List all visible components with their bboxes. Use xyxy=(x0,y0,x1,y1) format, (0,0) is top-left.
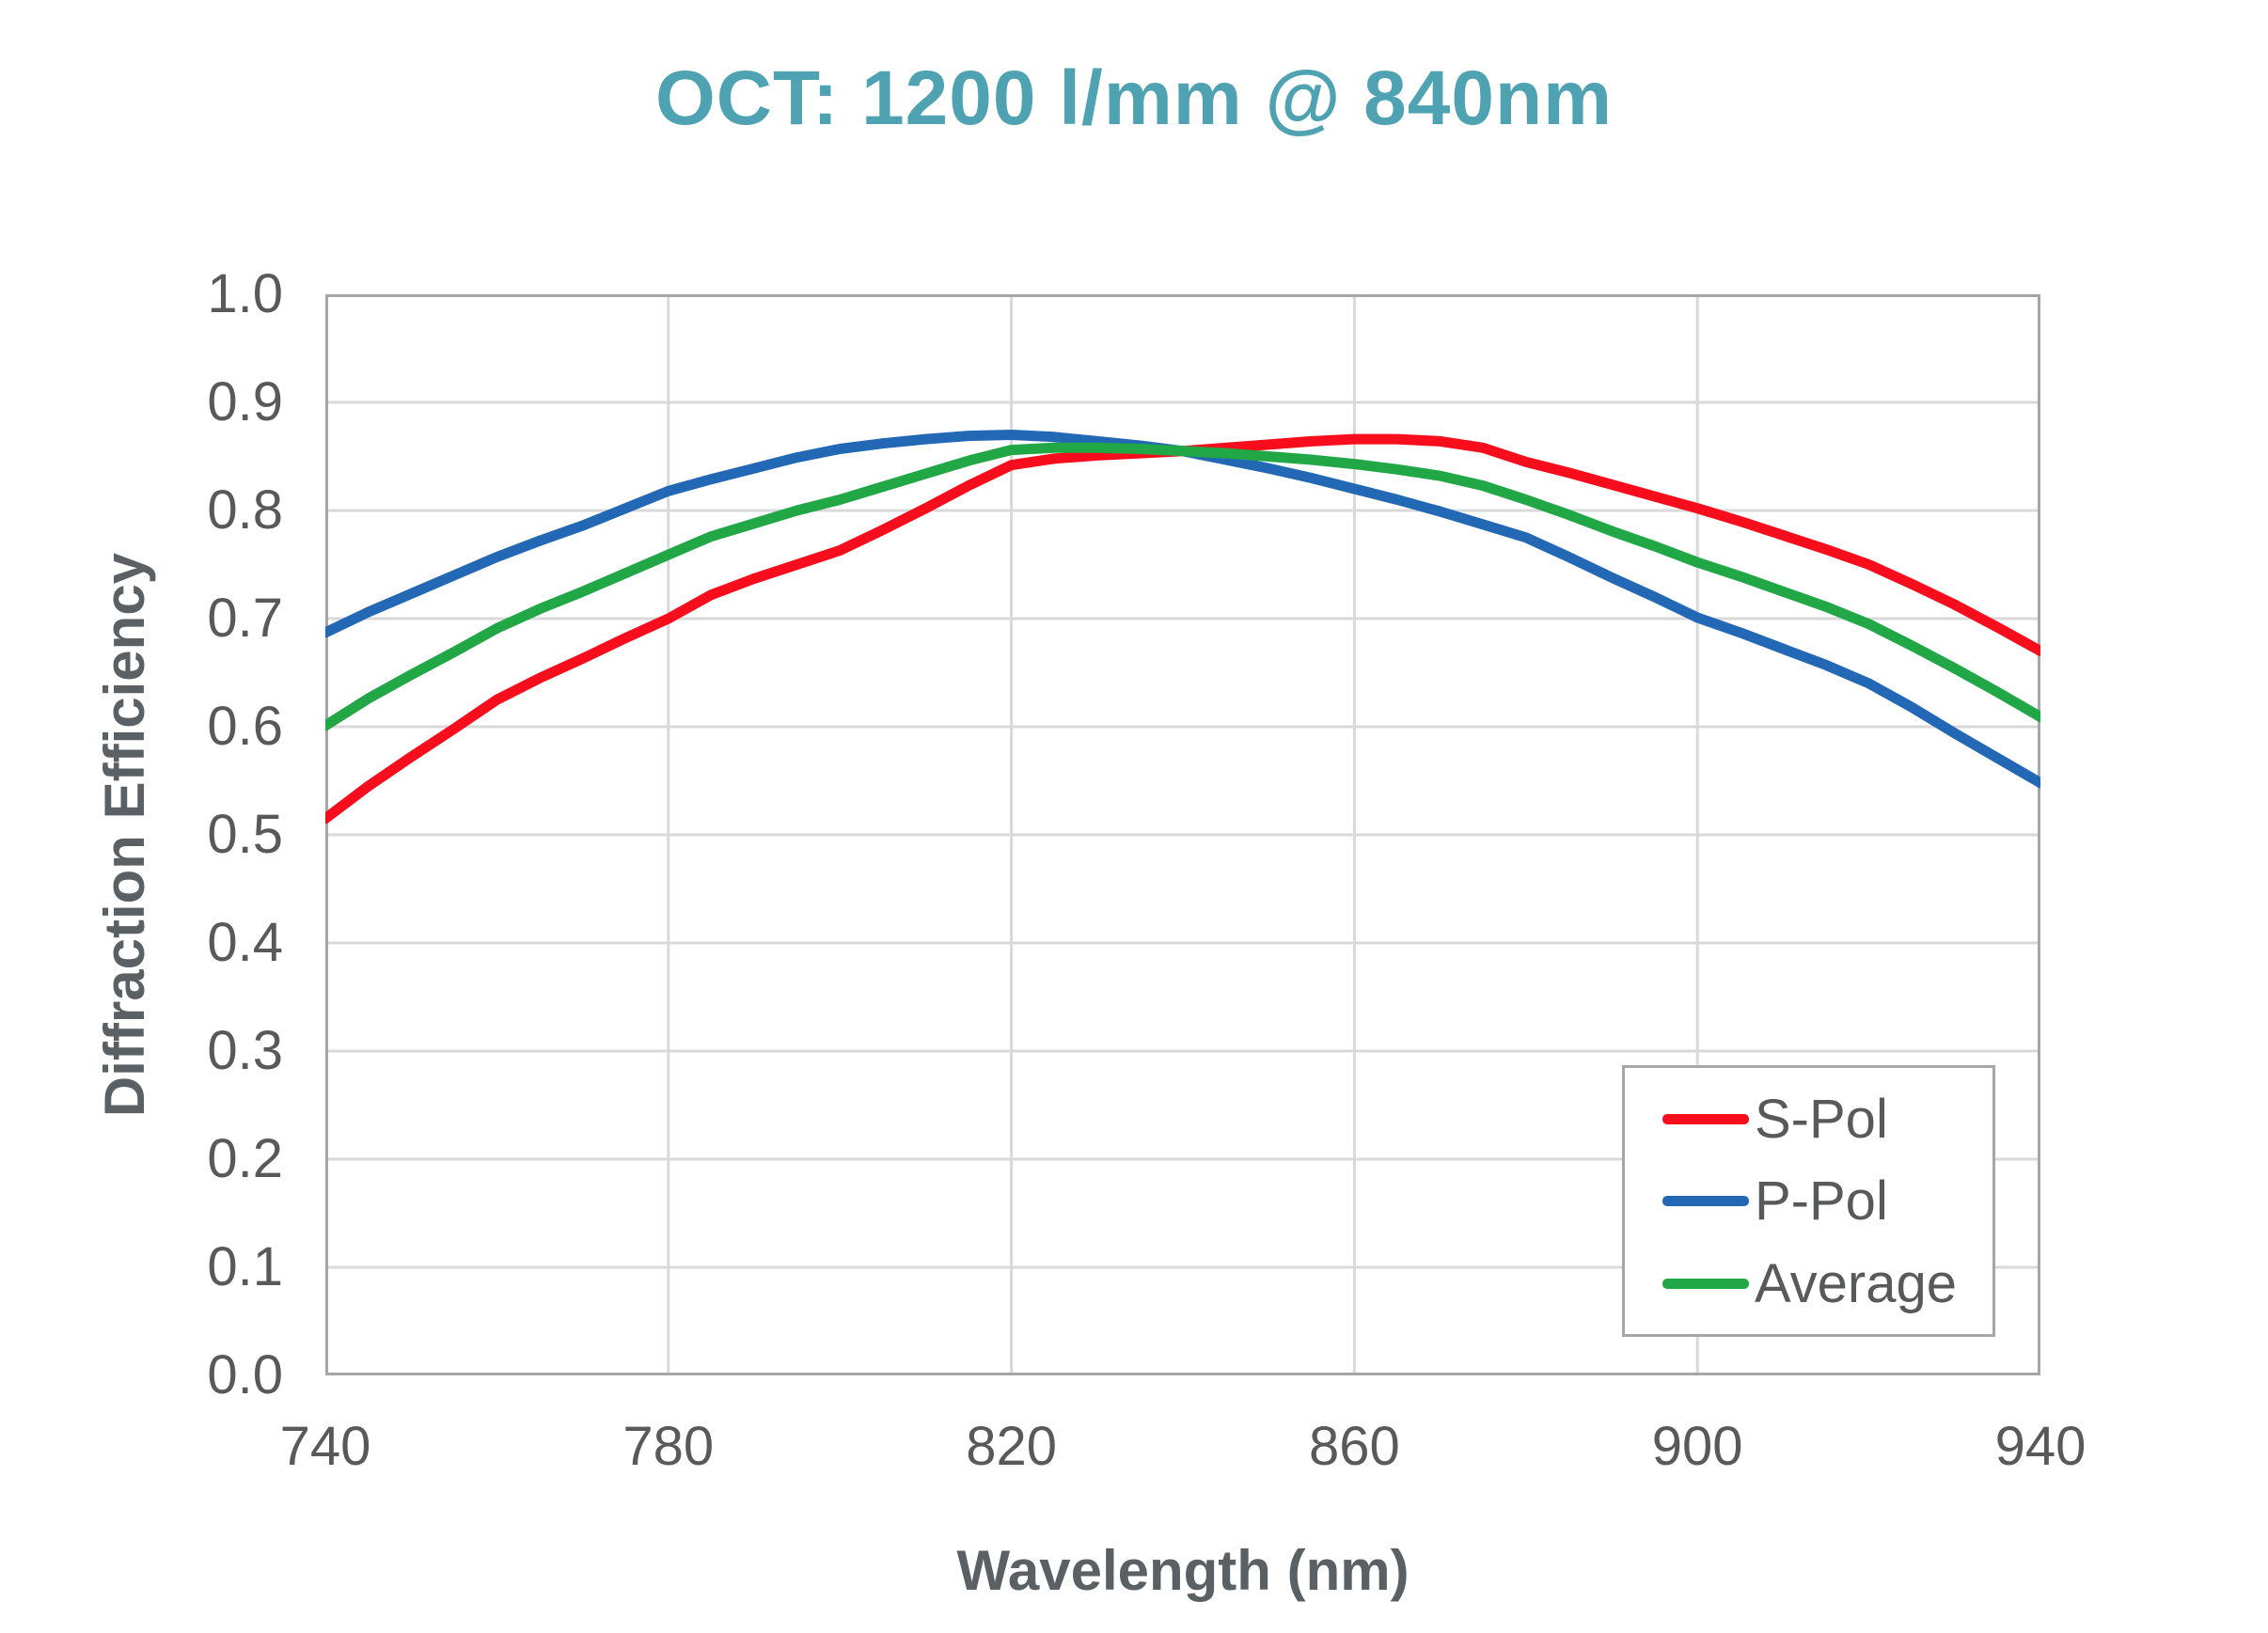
y-tick-label: 0.0 xyxy=(207,1344,283,1405)
y-tick-label: 0.8 xyxy=(207,479,283,541)
legend-item-average: Average xyxy=(1662,1252,1992,1315)
x-tick-label: 780 xyxy=(622,1416,715,1477)
legend-line-p-pol xyxy=(1662,1196,1749,1206)
chart-title: OCT: 1200 l/mm @ 840nm xyxy=(654,55,1613,141)
legend-line-s-pol xyxy=(1662,1113,1749,1124)
legend-item-p-pol: P-Pol xyxy=(1662,1170,1992,1233)
y-tick-label: 0.7 xyxy=(207,588,283,649)
series-line-average xyxy=(325,442,2040,731)
y-tick-label: 0.9 xyxy=(207,371,283,432)
y-tick-label: 0.2 xyxy=(207,1128,283,1189)
x-tick-label: 860 xyxy=(1309,1416,1400,1477)
legend-item-s-pol: S-Pol xyxy=(1662,1088,1992,1151)
series-line-p-pol xyxy=(325,430,2040,789)
x-tick-label: 740 xyxy=(279,1416,371,1477)
x-tick-label: 940 xyxy=(1994,1416,2087,1477)
y-tick-label: 0.1 xyxy=(207,1236,283,1297)
y-tick-label: 0.4 xyxy=(207,912,283,973)
x-tick-label: 900 xyxy=(1651,1416,1743,1477)
y-tick-label: 0.6 xyxy=(207,696,283,757)
legend: S-Pol P-Pol Average xyxy=(1622,1065,1995,1337)
legend-label-average: Average xyxy=(1755,1252,1957,1314)
plot-canvas xyxy=(325,294,2040,1375)
plot-border xyxy=(325,294,2040,1375)
y-tick-label: 0.5 xyxy=(207,804,283,865)
legend-label-s-pol: S-Pol xyxy=(1755,1088,1888,1150)
series-line-s-pol xyxy=(325,433,2040,824)
legend-line-average xyxy=(1662,1278,1749,1289)
legend-label-p-pol: P-Pol xyxy=(1755,1170,1888,1232)
y-tick-label: 1.0 xyxy=(207,263,283,324)
plot-area xyxy=(325,294,2040,1375)
x-tick-label: 820 xyxy=(966,1416,1057,1477)
y-tick-label: 0.3 xyxy=(207,1020,283,1081)
x-axis-title: Wavelength (nm) xyxy=(956,1539,1410,1602)
